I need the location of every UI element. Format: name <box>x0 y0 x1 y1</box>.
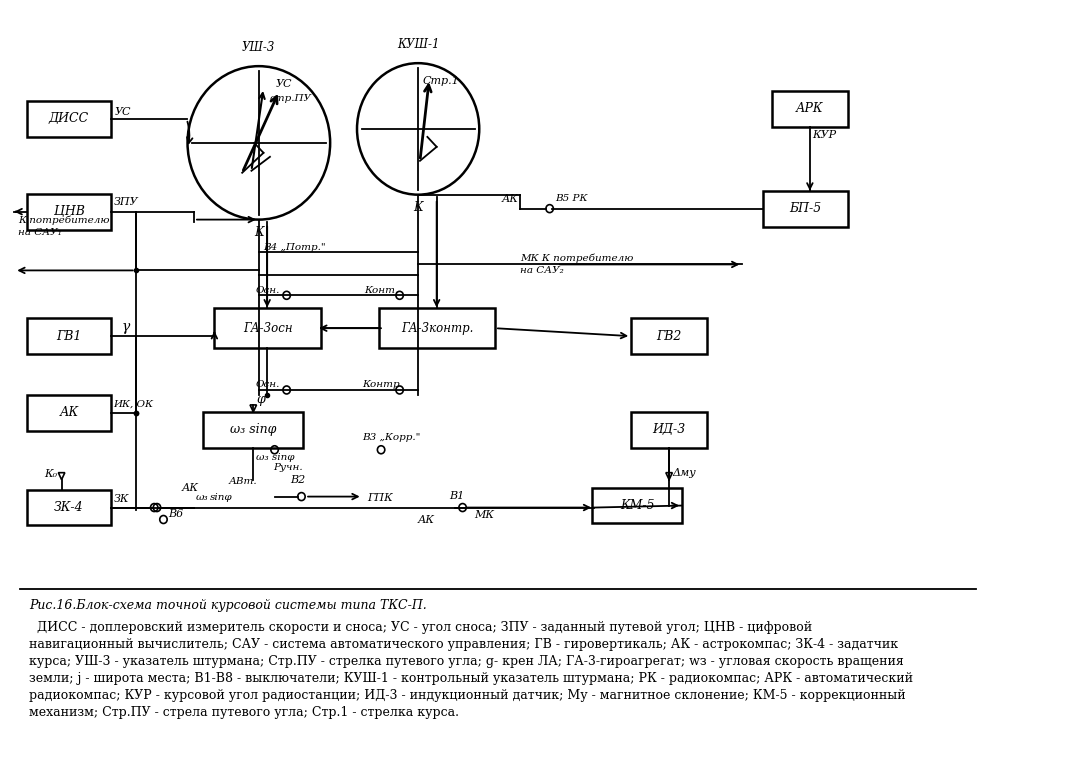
Bar <box>27 318 110 354</box>
Text: sinφ: sinφ <box>210 493 233 502</box>
Text: АК: АК <box>502 194 519 204</box>
Text: К₀: К₀ <box>44 469 57 479</box>
Bar <box>772 91 848 127</box>
Text: АК: АК <box>182 482 199 492</box>
Text: УШ-3: УШ-3 <box>242 41 276 54</box>
Text: ГА-3контр.: ГА-3контр. <box>401 321 474 334</box>
Text: Осн.: Осн. <box>256 380 281 390</box>
Text: ГВ1: ГВ1 <box>57 330 81 343</box>
Text: В5 РК: В5 РК <box>555 194 587 203</box>
Text: Стр.1: Стр.1 <box>422 76 460 86</box>
Text: Конт.: Конт. <box>364 286 399 295</box>
Text: БП-5: БП-5 <box>789 202 821 215</box>
Text: ИД-3: ИД-3 <box>653 423 686 436</box>
Text: ГПК: ГПК <box>368 492 393 502</box>
Text: земли; j - широта места; В1-В8 - выключатели; КУШ-1 - контрольный указатель штур: земли; j - широта места; В1-В8 - выключа… <box>29 672 913 685</box>
Text: Контр.: Контр. <box>362 380 403 390</box>
Bar <box>27 489 110 525</box>
Text: φ: φ <box>256 393 265 407</box>
Text: МК: МК <box>474 509 494 519</box>
Text: радиокомпас; КУР - курсовой угол радиостанции; ИД-3 - индукционный датчик; Му - : радиокомпас; КУР - курсовой угол радиост… <box>29 689 906 702</box>
Text: на САУ₂: на САУ₂ <box>520 266 564 275</box>
Text: В1: В1 <box>449 491 464 501</box>
Text: ЗПУ: ЗПУ <box>114 196 138 206</box>
Text: ГВ2: ГВ2 <box>656 330 682 343</box>
Text: КМ-5: КМ-5 <box>620 499 655 512</box>
Text: ω₃ sinφ: ω₃ sinφ <box>256 453 295 463</box>
Text: механизм; Стр.ПУ - стрела путевого угла; Стр.1 - стрелка курса.: механизм; Стр.ПУ - стрела путевого угла;… <box>29 706 459 719</box>
Text: ЗК-4: ЗК-4 <box>55 501 84 514</box>
Text: К: К <box>414 201 423 214</box>
Text: Δмy: Δмy <box>672 468 696 478</box>
Text: ГА-3осн: ГА-3осн <box>243 321 293 334</box>
Bar <box>214 308 321 348</box>
Text: КУШ-1: КУШ-1 <box>397 38 440 51</box>
Text: γ: γ <box>122 320 130 334</box>
Bar <box>27 395 110 431</box>
Text: КУР: КУР <box>813 130 837 140</box>
Text: Рис.16.Блок-схема точной курсовой системы типа ТКС-П.: Рис.16.Блок-схема точной курсовой систем… <box>29 599 427 612</box>
Text: ДИСС - доплеровский измеритель скорости и сноса; УС - угол сноса; ЗПУ - заданный: ДИСС - доплеровский измеритель скорости … <box>29 621 813 634</box>
Text: курса; УШ-3 - указатель штурмана; Стр.ПУ - стрелка путевого угла; g- крен ЛА; ГА: курса; УШ-3 - указатель штурмана; Стр.ПУ… <box>29 655 904 668</box>
Text: ЦНВ: ЦНВ <box>54 205 85 218</box>
Text: стр.ПУ: стр.ПУ <box>270 94 312 103</box>
Text: ω₃ sinφ: ω₃ sinφ <box>230 423 277 436</box>
Text: К: К <box>254 225 264 239</box>
Text: ω₃: ω₃ <box>196 493 208 502</box>
Text: МК К потребителю: МК К потребителю <box>520 254 634 263</box>
Text: АВт.: АВт. <box>228 477 257 486</box>
Text: ЗК: ЗК <box>114 494 129 504</box>
Bar <box>762 191 848 226</box>
Bar <box>379 308 495 348</box>
Bar <box>27 194 110 229</box>
Text: на САУ₁: на САУ₁ <box>18 228 62 237</box>
Text: АК: АК <box>59 407 78 420</box>
Bar <box>204 412 303 448</box>
Text: навигационный вычислитель; САУ - система автоматического управления; ГВ - гирове: навигационный вычислитель; САУ - система… <box>29 638 898 651</box>
Bar <box>631 318 708 354</box>
Text: В3 „Корр.": В3 „Корр." <box>362 433 421 443</box>
Bar <box>592 488 682 524</box>
Text: Осн.: Осн. <box>256 286 281 295</box>
Text: Ручн.: Ручн. <box>272 463 302 472</box>
Text: УС: УС <box>276 79 292 89</box>
Text: ДИСС: ДИСС <box>49 113 89 126</box>
Bar <box>631 412 708 448</box>
Text: ИК, ОК: ИК, ОК <box>114 400 153 408</box>
Text: УС: УС <box>115 107 131 117</box>
Bar <box>27 101 110 137</box>
Text: К потребителю: К потребителю <box>18 216 109 225</box>
Text: В2: В2 <box>291 475 306 485</box>
Text: В4 „Потр.": В4 „Потр." <box>264 243 326 252</box>
Text: АРК: АРК <box>796 103 823 116</box>
Text: В6: В6 <box>168 509 183 518</box>
Text: АК: АК <box>418 515 435 525</box>
